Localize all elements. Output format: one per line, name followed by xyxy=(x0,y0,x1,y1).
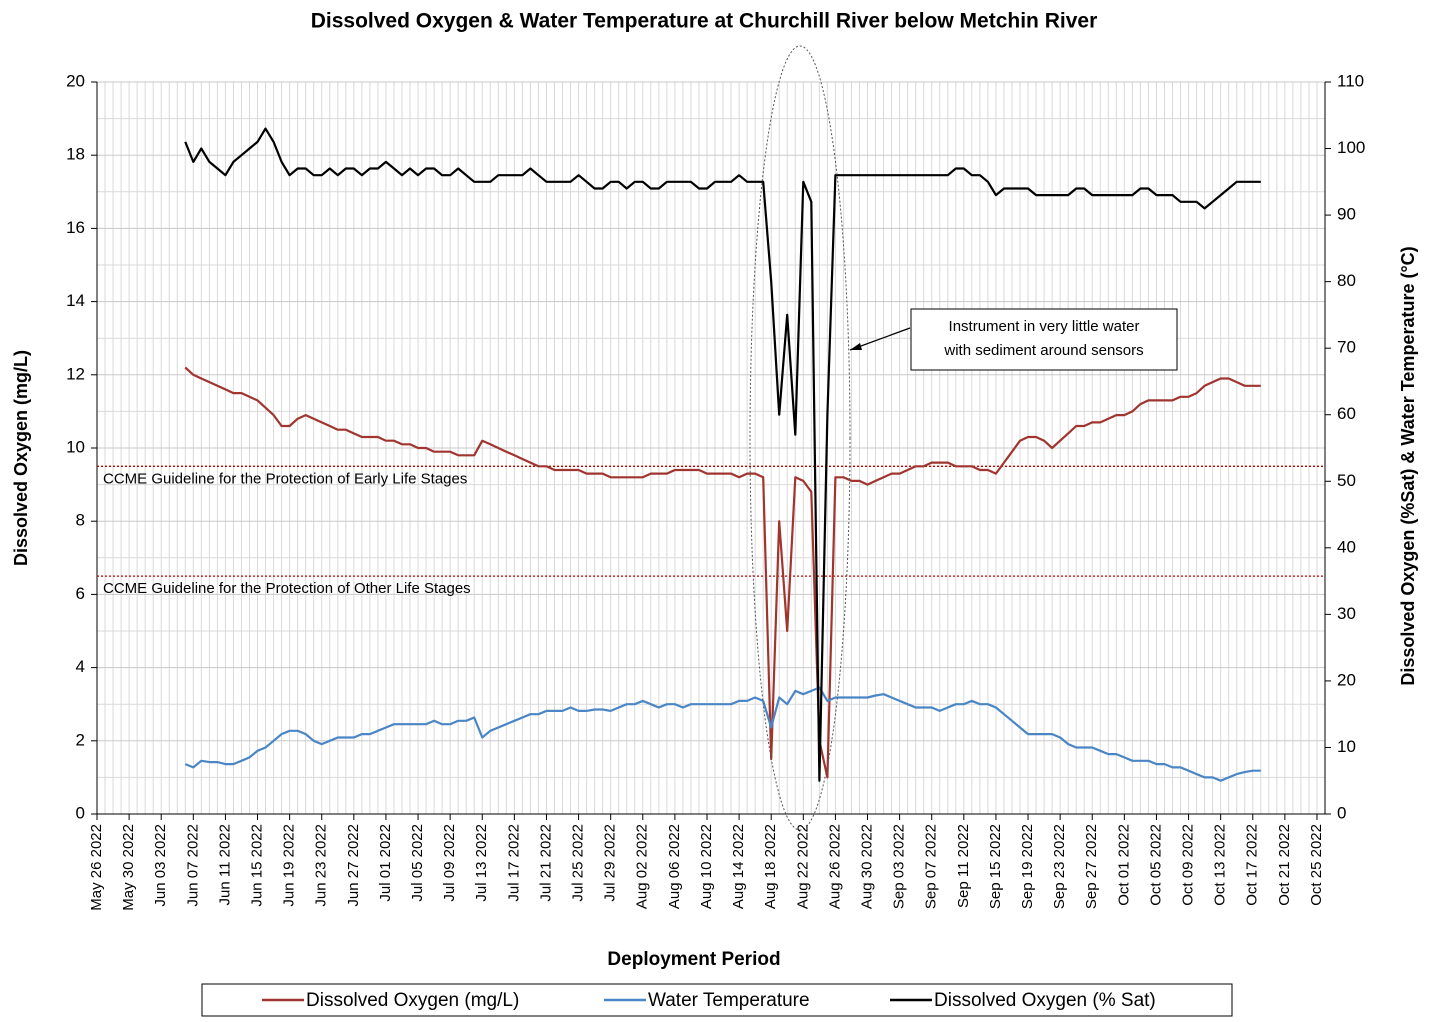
x-tick-label: Jul 01 2022 xyxy=(377,824,394,902)
x-tick-label: Sep 03 2022 xyxy=(891,824,908,909)
x-tick-label: Jun 19 2022 xyxy=(281,824,298,907)
reference-label: CCME Guideline for the Protection of Ear… xyxy=(103,470,467,487)
x-tick-label: Oct 17 2022 xyxy=(1244,824,1261,906)
x-tick-label: Jul 09 2022 xyxy=(441,824,458,902)
x-tick-label: Aug 30 2022 xyxy=(858,824,875,909)
arrow-head xyxy=(850,343,862,350)
grid xyxy=(91,81,1331,820)
x-tick-label: Jun 27 2022 xyxy=(345,824,362,907)
y2-tick-label: 10 xyxy=(1337,737,1356,756)
x-tick-label: Aug 26 2022 xyxy=(826,824,843,909)
x-tick-label: Aug 22 2022 xyxy=(794,824,811,909)
y-tick-label: 12 xyxy=(66,364,85,383)
x-tick-label: Aug 06 2022 xyxy=(666,824,683,909)
x-tick-label: Jun 15 2022 xyxy=(248,824,265,907)
y2-tick-label: 100 xyxy=(1337,138,1365,157)
x-tick-label: Aug 14 2022 xyxy=(730,824,747,909)
y-axis-title: Dissolved Oxygen (mg/L) xyxy=(11,350,31,566)
y2-tick-label: 70 xyxy=(1337,338,1356,357)
x-tick-label: Sep 19 2022 xyxy=(1019,824,1036,909)
y-tick-label: 8 xyxy=(76,511,85,530)
x-tick-label: Aug 18 2022 xyxy=(762,824,779,909)
y2-tick-label: 80 xyxy=(1337,271,1356,290)
y2-tick-label: 90 xyxy=(1337,205,1356,224)
series-line xyxy=(184,127,1261,782)
x-tick-label: Jun 07 2022 xyxy=(184,824,201,907)
x-tick-label: Jun 11 2022 xyxy=(216,824,233,905)
annotation-text: with sediment around sensors xyxy=(943,342,1143,359)
y-tick-label: 20 xyxy=(66,71,85,90)
y-tick-label: 14 xyxy=(66,291,85,310)
x-tick-label: Oct 13 2022 xyxy=(1212,824,1229,906)
x-tick-label: Oct 09 2022 xyxy=(1180,824,1197,906)
x-tick-label: Sep 27 2022 xyxy=(1083,824,1100,909)
x-tick-label: Jul 25 2022 xyxy=(570,824,587,902)
x-tick-label: Oct 01 2022 xyxy=(1115,824,1132,906)
x-tick-label: Jul 13 2022 xyxy=(473,824,490,902)
y-tick-label: 10 xyxy=(66,437,85,456)
y2-tick-label: 20 xyxy=(1337,670,1356,689)
x-tick-label: Jul 17 2022 xyxy=(505,824,522,902)
legend-label: Dissolved Oxygen (% Sat) xyxy=(934,990,1156,1011)
y-tick-label: 6 xyxy=(76,584,85,603)
y2-axis-title: Dissolved Oxygen (%Sat) & Water Temperat… xyxy=(1398,246,1418,685)
legend-items: Dissolved Oxygen (mg/L) Water Temperature… xyxy=(262,990,1156,1011)
y2-tick-label: 60 xyxy=(1337,404,1356,423)
x-tick-label: Jul 21 2022 xyxy=(537,824,554,902)
legend-label: Water Temperature xyxy=(648,990,810,1011)
series-line xyxy=(184,686,1261,782)
x-tick-label: Aug 10 2022 xyxy=(698,824,715,909)
y2-tick-label: 110 xyxy=(1337,71,1364,90)
x-tick-label: Jun 23 2022 xyxy=(313,824,330,907)
annotation-box xyxy=(910,308,1178,371)
highlight-ellipse xyxy=(749,45,851,831)
x-tick-label: May 26 2022 xyxy=(88,824,105,911)
x-axis-title: Deployment Period xyxy=(607,949,780,970)
y-tick-label: 4 xyxy=(76,657,85,676)
x-tick-label: May 30 2022 xyxy=(120,824,137,911)
reference-label: CCME Guideline for the Protection of Oth… xyxy=(103,580,471,597)
x-tick-label: Jun 03 2022 xyxy=(152,824,169,907)
chart-title: Dissolved Oxygen & Water Temperature at … xyxy=(311,10,1098,33)
x-tick-label: Aug 02 2022 xyxy=(634,824,651,909)
x-tick-label: Oct 05 2022 xyxy=(1147,824,1164,906)
y2-tick-label: 30 xyxy=(1337,604,1356,623)
legend-label: Dissolved Oxygen (mg/L) xyxy=(306,990,519,1011)
x-tick-label: Oct 21 2022 xyxy=(1276,824,1293,906)
y2-tick-label: 0 xyxy=(1337,803,1346,822)
x-tick-label: Jul 29 2022 xyxy=(602,824,619,902)
x-tick-label: Sep 23 2022 xyxy=(1051,824,1068,909)
y2-tick-label: 40 xyxy=(1337,537,1356,556)
x-tick-label: Sep 15 2022 xyxy=(987,824,1004,909)
y-tick-label: 2 xyxy=(76,730,85,749)
y2-tick-label: 50 xyxy=(1337,471,1356,490)
x-tick-label: Sep 07 2022 xyxy=(923,824,940,909)
y-tick-label: 18 xyxy=(66,145,85,164)
y-tick-label: 16 xyxy=(66,218,85,237)
x-tick-label: Jul 05 2022 xyxy=(409,824,426,902)
x-tick-label: Sep 11 2022 xyxy=(955,824,972,908)
legend xyxy=(201,983,1233,1017)
series-line xyxy=(184,366,1261,779)
x-tick-label: Oct 25 2022 xyxy=(1308,824,1325,906)
y-tick-label: 0 xyxy=(76,803,85,822)
plot: CCME Guideline for the Protection of Ear… xyxy=(97,127,1325,782)
annotation-text: Instrument in very little water xyxy=(949,318,1140,335)
